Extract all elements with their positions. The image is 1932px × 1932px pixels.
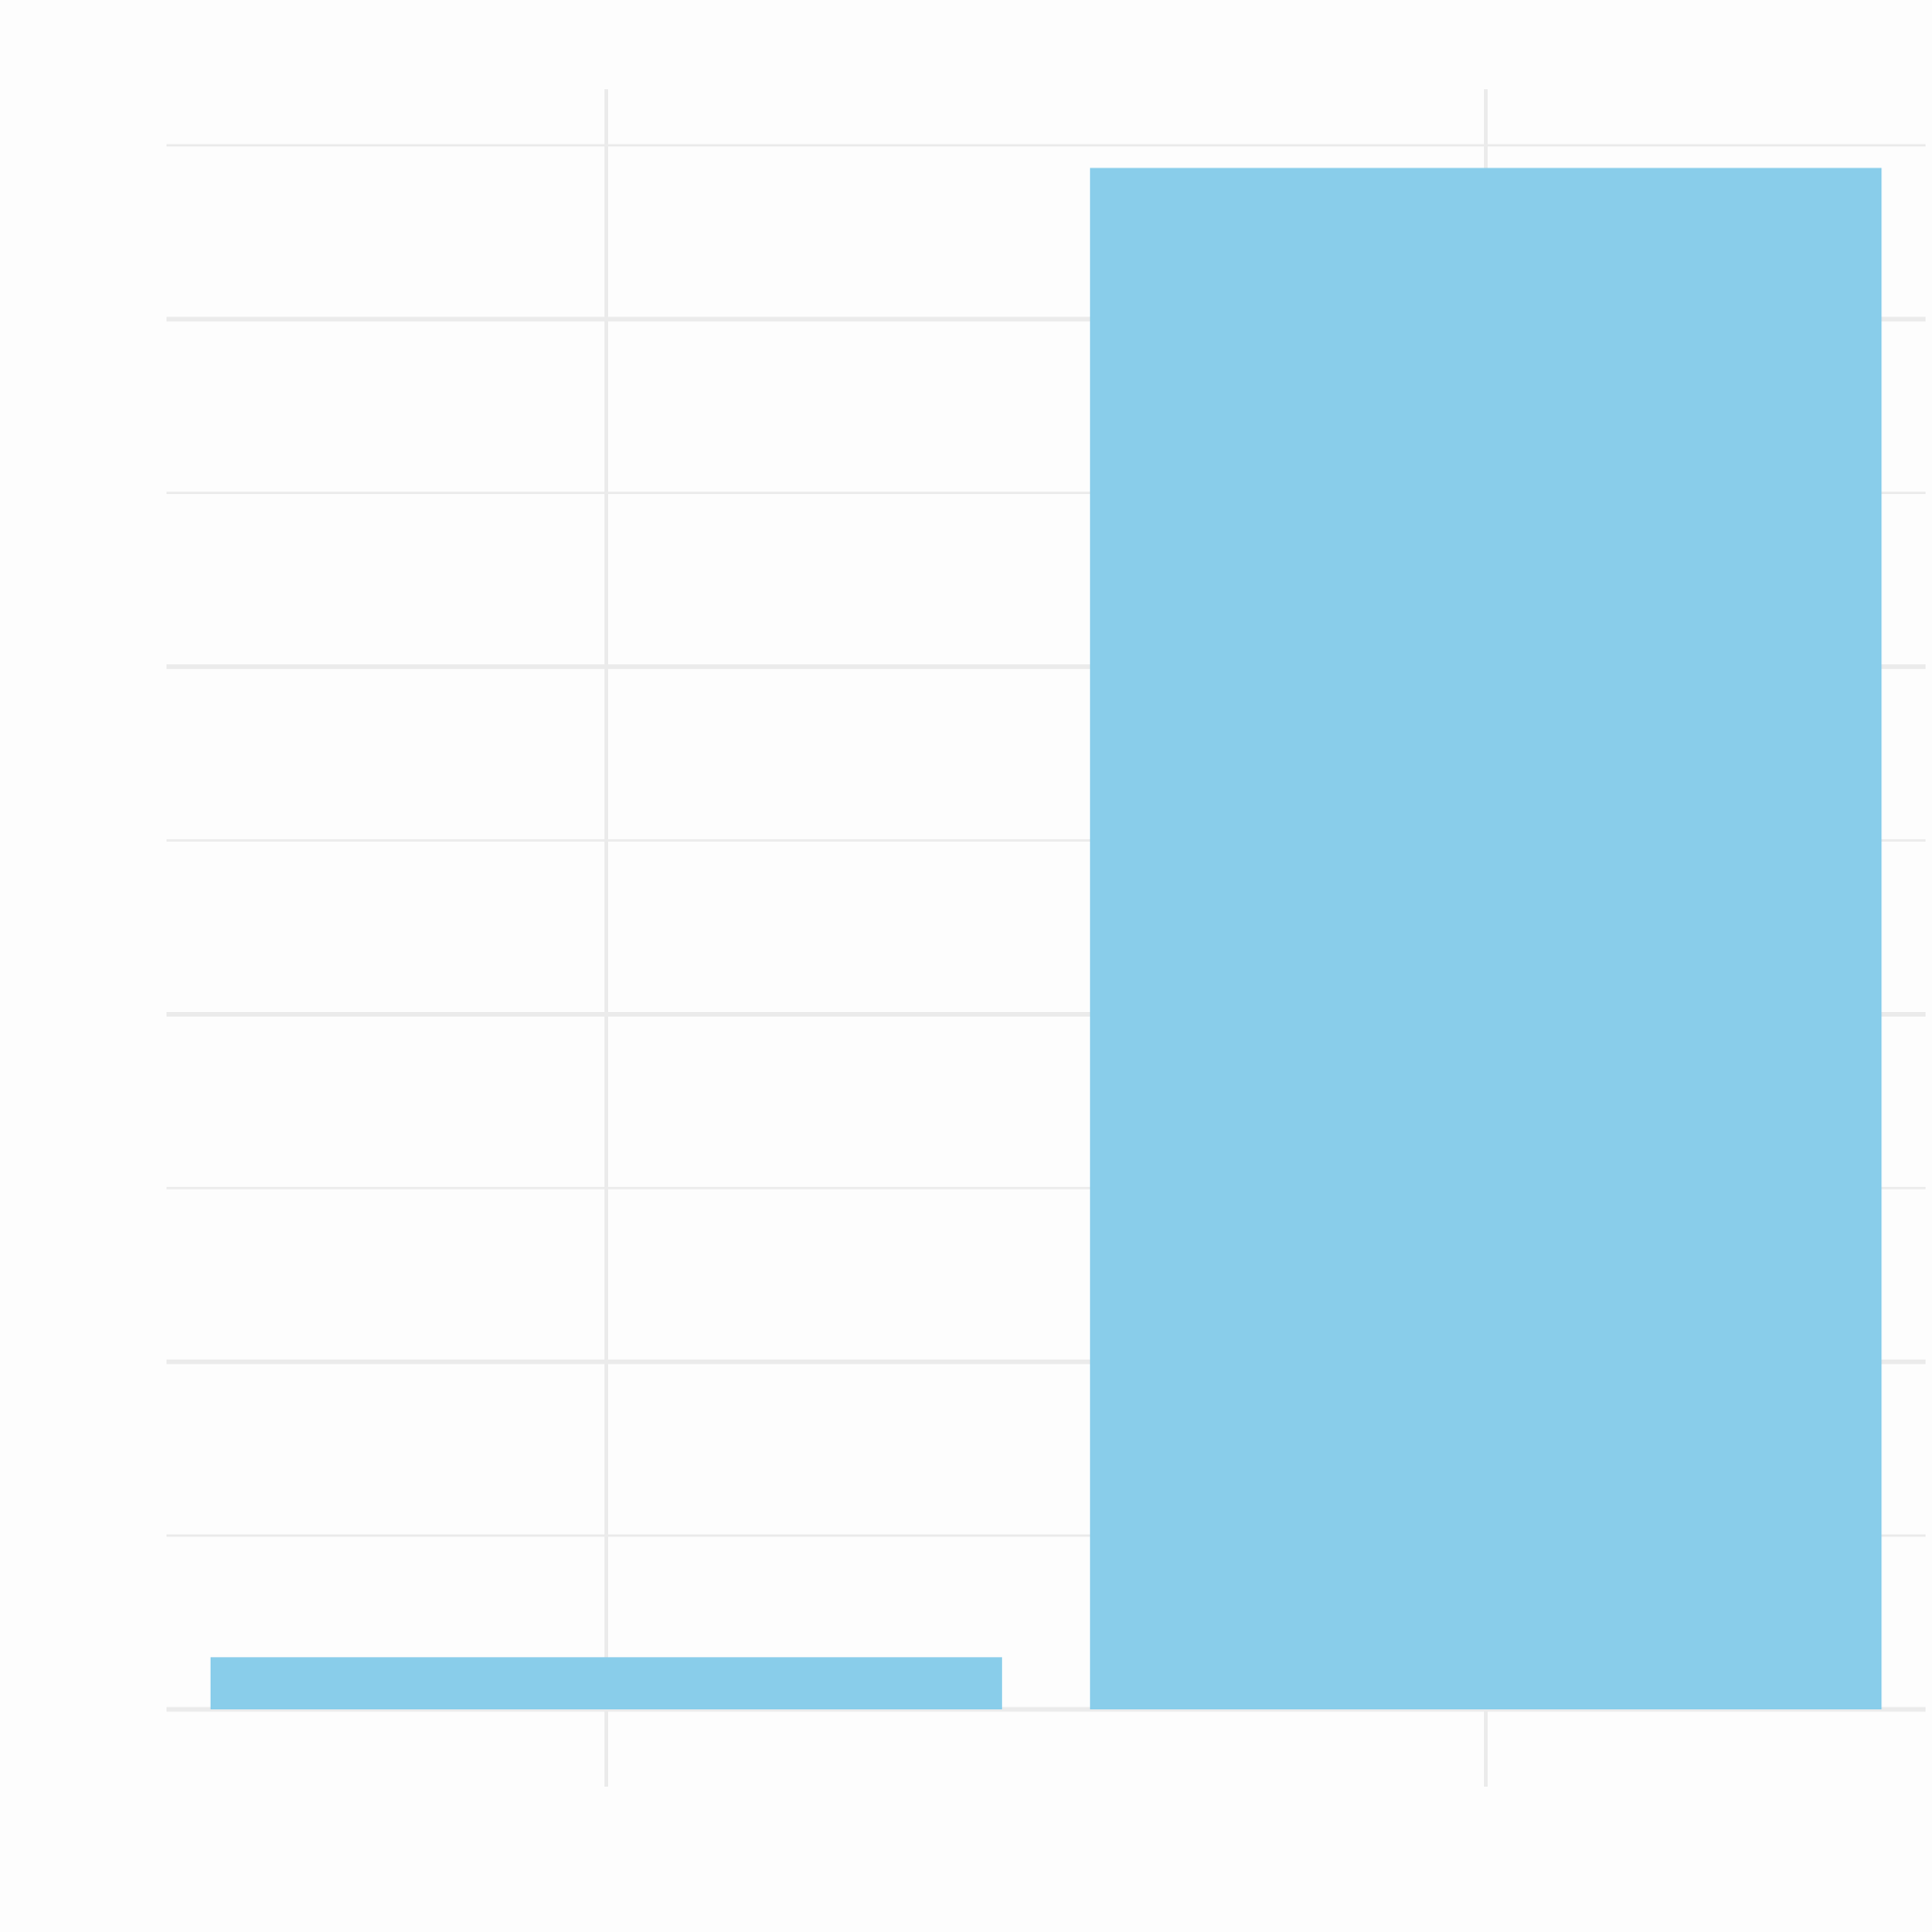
bar-1 — [210, 1657, 1003, 1709]
bars — [210, 167, 1882, 1710]
bar-2 — [1089, 167, 1882, 1710]
